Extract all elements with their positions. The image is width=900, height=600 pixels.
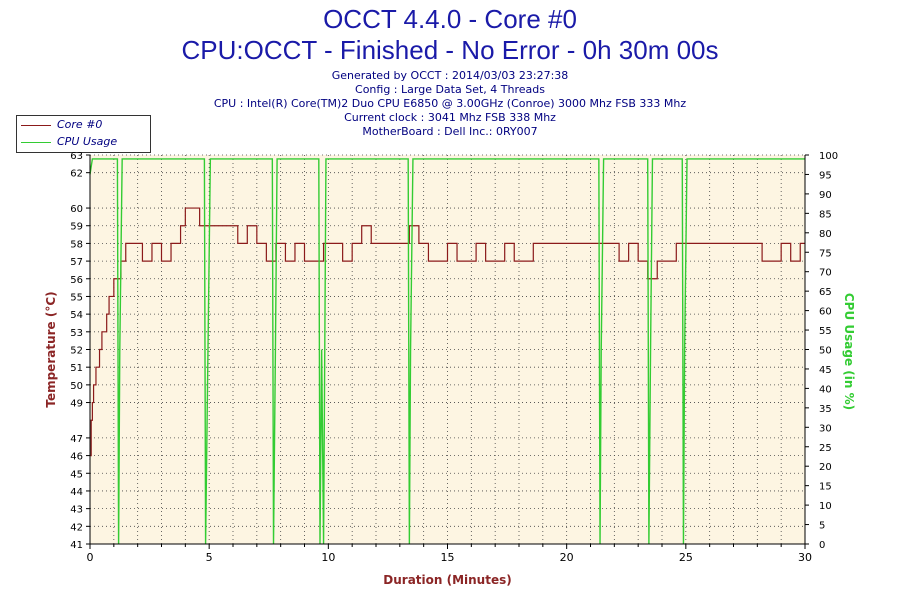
x-tick-label: 30 <box>798 551 812 564</box>
y-tick-label-left: 60 <box>70 204 83 215</box>
x-tick-label: 15 <box>441 551 455 564</box>
x-axis-label: Duration (Minutes) <box>383 573 511 587</box>
y-tick-label-right: 60 <box>819 307 832 318</box>
y-tick-label-left: 57 <box>70 257 83 268</box>
y-axis-label-left: Temperature (°C) <box>44 291 58 407</box>
y-tick-label-left: 47 <box>70 434 83 445</box>
y-tick-label-right: 35 <box>819 404 832 415</box>
y-tick-label-right: 20 <box>819 462 832 473</box>
y-tick-label-left: 41 <box>70 540 83 551</box>
y-tick-label-left: 44 <box>70 487 83 498</box>
legend-label-cpu-usage: CPU Usage <box>57 135 118 148</box>
x-tick-label: 20 <box>560 551 574 564</box>
y-tick-label-right: 70 <box>819 268 832 279</box>
series-line-core0 <box>90 207 805 457</box>
x-tick-label: 10 <box>321 551 335 564</box>
y-tick-label-left: 62 <box>70 169 83 180</box>
y-tick-label-left: 50 <box>70 381 83 392</box>
y-tick-label-right: 0 <box>819 540 825 551</box>
y-tick-label-right: 10 <box>819 501 832 512</box>
y-tick-label-right: 45 <box>819 365 832 376</box>
legend: Core #0 CPU Usage <box>16 115 151 153</box>
chart-subtitle: CPU:OCCT - Finished - No Error - 0h 30m … <box>181 35 719 65</box>
axes: 0 5 10 15 20 25 304142434445464749505152535455… <box>70 151 838 564</box>
legend-item-core0: Core #0 <box>21 118 102 132</box>
y-tick-label-left: 51 <box>70 363 83 374</box>
legend-item-cpu-usage: CPU Usage <box>21 135 117 149</box>
legend-label-core0: Core #0 <box>57 118 103 131</box>
y-axis-label-right: CPU Usage (in %) <box>842 293 856 410</box>
chart-title: OCCT 4.4.0 - Core #0 <box>323 4 577 34</box>
y-tick-label-right: 80 <box>819 229 832 240</box>
legend-swatch-cpu-usage <box>21 141 51 143</box>
y-tick-label-left: 56 <box>70 275 83 286</box>
info-cpu: CPU : Intel(R) Core(TM)2 Duo CPU E6850 @… <box>213 97 687 110</box>
y-tick-label-right: 15 <box>819 482 832 493</box>
y-tick-label-right: 30 <box>819 423 832 434</box>
x-tick-label: 5 <box>206 551 213 564</box>
plot-background <box>90 155 805 544</box>
y-tick-label-left: 49 <box>70 399 83 410</box>
y-tick-label-right: 50 <box>819 346 832 357</box>
y-tick-label-right: 55 <box>819 326 832 337</box>
y-tick-label-left: 54 <box>70 310 83 321</box>
y-tick-label-left: 43 <box>70 505 83 516</box>
y-tick-label-right: 65 <box>819 287 832 298</box>
y-tick-label-right: 100 <box>819 151 838 162</box>
y-tick-label-left: 45 <box>70 469 83 480</box>
y-tick-label-left: 58 <box>70 239 83 250</box>
grid <box>89 154 806 545</box>
y-tick-label-left: 46 <box>70 452 83 463</box>
series-line-cpu-usage <box>89 158 805 545</box>
series-lines <box>89 158 805 545</box>
y-tick-label-right: 75 <box>819 248 832 259</box>
y-tick-label-right: 40 <box>819 384 832 395</box>
y-tick-label-right: 5 <box>819 521 825 532</box>
x-tick-label: 25 <box>679 551 693 564</box>
y-tick-label-right: 85 <box>819 209 832 220</box>
info-generated: Generated by OCCT : 2014/03/03 23:27:38 <box>331 69 569 82</box>
legend-swatch-core0 <box>21 124 51 126</box>
y-tick-label-right: 95 <box>819 170 832 181</box>
y-tick-label-right: 25 <box>819 443 832 454</box>
info-clock: Current clock : 3041 Mhz FSB 338 Mhz <box>344 111 556 124</box>
info-config: Config : Large Data Set, 4 Threads <box>355 83 545 96</box>
y-tick-label-left: 59 <box>70 222 83 233</box>
y-tick-label-left: 42 <box>70 522 83 533</box>
info-motherboard: MotherBoard : Dell Inc.: 0RY007 <box>362 125 538 138</box>
y-tick-label-left: 55 <box>70 292 83 303</box>
y-tick-label-right: 90 <box>819 190 832 201</box>
y-tick-label-left: 52 <box>70 346 83 357</box>
y-tick-label-left: 53 <box>70 328 83 339</box>
x-tick-label: 0 <box>87 551 94 564</box>
